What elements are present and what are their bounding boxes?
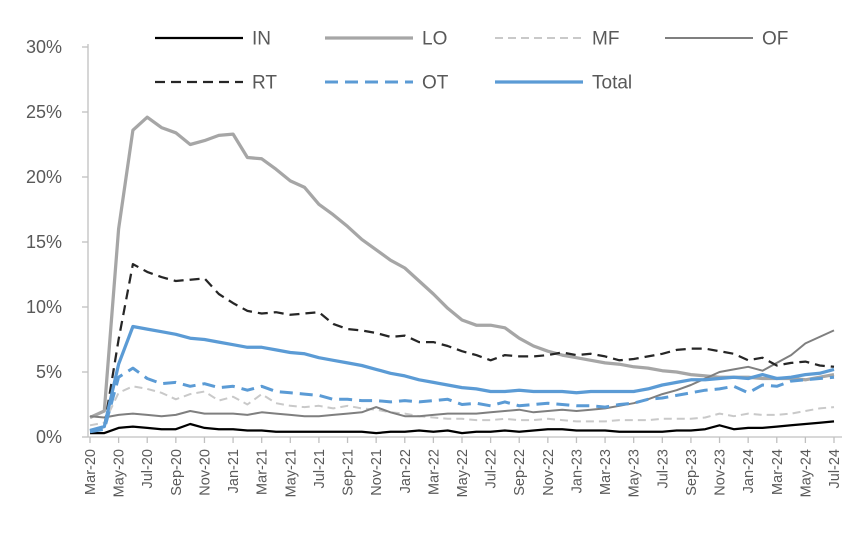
y-tick-label: 0% (36, 427, 62, 447)
legend-item-in: IN (155, 29, 271, 50)
x-tick-label: Jul-20 (140, 449, 156, 489)
x-tick-label: Jan-22 (398, 449, 414, 493)
x-tick-label: Jan-21 (226, 449, 242, 493)
x-tick-label: Mar-24 (770, 449, 786, 495)
x-tick-label: Jul-22 (484, 449, 500, 489)
x-tick-label: Nov-20 (197, 449, 213, 496)
x-tick-label: Mar-22 (426, 449, 442, 495)
x-tick-label: Mar-23 (598, 449, 614, 495)
legend-item-lo: LO (325, 29, 447, 50)
y-tick-label: 15% (26, 232, 62, 252)
legend-item-ot: OT (325, 73, 449, 94)
x-tick-label: Nov-23 (713, 449, 729, 496)
x-tick-label: Jan-23 (569, 449, 585, 493)
x-tick-label: Jul-21 (312, 449, 328, 489)
legend-item-mf: MF (495, 29, 619, 50)
x-tick-label: Jan-24 (741, 449, 757, 493)
x-tick-label: Jul-24 (827, 449, 843, 489)
y-tick-label: 20% (26, 167, 62, 187)
x-tick-label: May-20 (112, 449, 128, 497)
legend-label-total: Total (592, 73, 632, 94)
legend-label-ot: OT (422, 73, 449, 94)
x-tick-label: Sep-20 (169, 449, 185, 496)
x-tick-label: Sep-22 (512, 449, 528, 496)
x-tick-label: May-22 (455, 449, 471, 497)
series-line-total (89, 324, 835, 433)
x-tick-label: Nov-21 (369, 449, 385, 496)
legend-label-in: IN (252, 29, 271, 50)
x-tick-label: May-21 (283, 449, 299, 497)
x-tick-label: May-24 (798, 449, 814, 497)
legend-label-mf: MF (592, 29, 619, 50)
legend-label-rt: RT (252, 73, 277, 94)
x-tick-label: Sep-23 (684, 449, 700, 496)
x-tick-label: Jul-23 (655, 449, 671, 489)
series-line-rt (89, 262, 835, 432)
series-line-mf (89, 385, 835, 427)
x-tick-label: May-23 (627, 449, 643, 497)
legend-item-of: OF (665, 29, 788, 50)
y-tick-label: 25% (26, 102, 62, 122)
x-tick-label: Mar-21 (255, 449, 271, 495)
x-tick-label: Nov-22 (541, 449, 557, 496)
series-line-ot (89, 366, 835, 434)
legend-label-of: OF (762, 29, 788, 50)
x-tick-label: Mar-20 (83, 449, 99, 495)
series-line-in (90, 420, 835, 435)
legend-item-rt: RT (155, 73, 277, 94)
y-tick-label: 10% (26, 297, 62, 317)
legend-label-lo: LO (422, 29, 447, 50)
y-tick-label: 5% (36, 362, 62, 382)
y-tick-label: 30% (26, 37, 62, 57)
x-tick-label: Sep-21 (341, 449, 357, 496)
series-line-of (89, 329, 835, 419)
legend-item-total: Total (495, 73, 632, 94)
